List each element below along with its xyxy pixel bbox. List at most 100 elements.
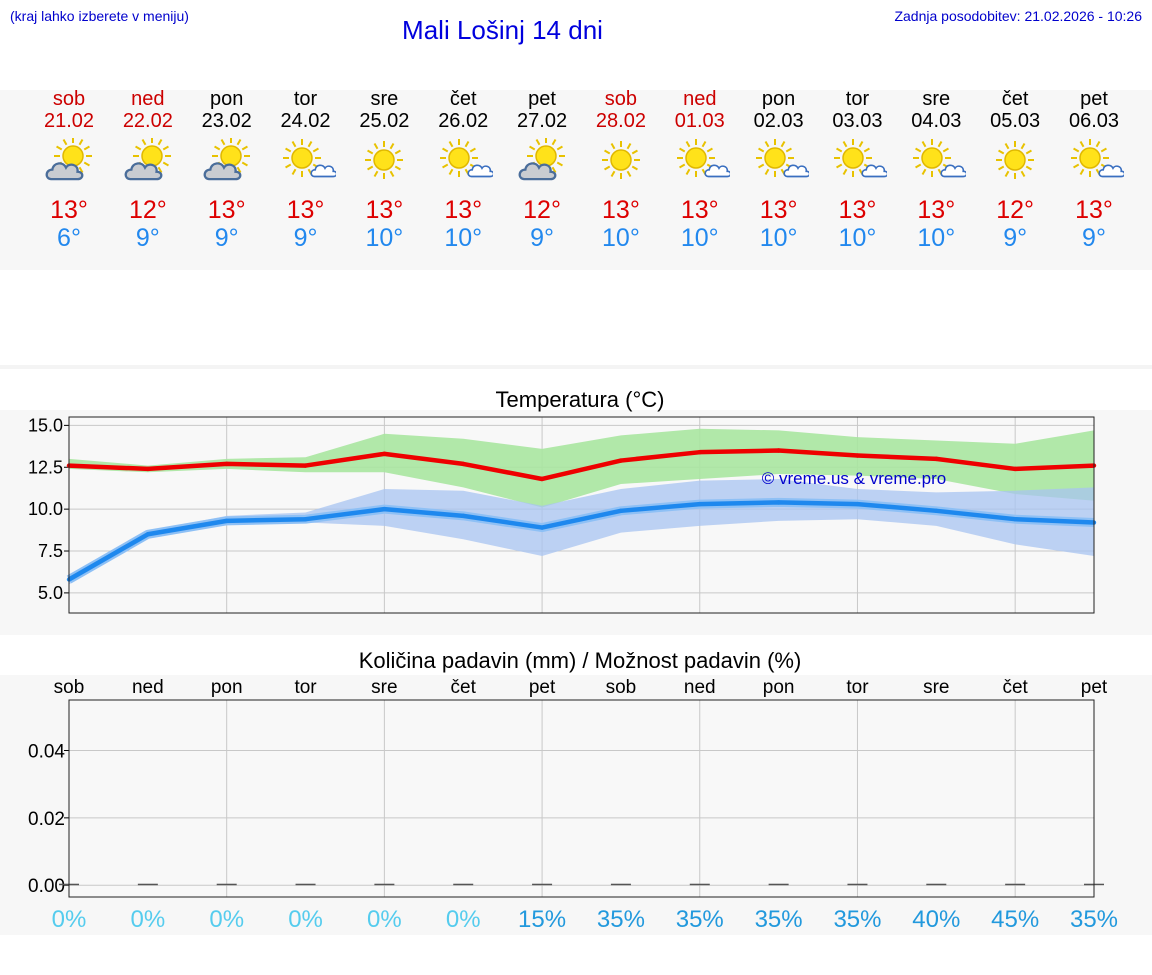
max-series-line [68,448,1095,482]
precip-chart-title: Količina padavin (mm) / Možnost padavin … [358,648,802,673]
y-tick-label: 15.0 [28,415,63,435]
day-axis-label: sre [923,677,949,698]
y-tick-label: 0.02 [28,809,65,830]
max-temp: 13° [444,196,483,224]
max-point [461,461,466,467]
precip-chance-label: 0% [52,906,87,933]
y-tick-label: 10.0 [28,499,63,519]
day-name: pon [210,88,244,110]
mostly-sunny-icon [1064,138,1126,184]
min-temp: 10° [365,224,404,252]
day-axis-label: tor [294,677,317,698]
min-series-line [67,500,1095,582]
max-temp: 13° [50,196,88,224]
y-tick-label: 0.04 [28,742,65,763]
last-updated: Zadnja posodobitev: 21.02.2026 - 10:26 [894,8,1142,24]
sunny-icon [354,138,414,184]
precip-bar [532,883,553,886]
precip-bar [689,883,710,886]
min-point [934,508,939,514]
min-temp: 10° [759,224,798,252]
day-axis-label: sob [606,677,637,698]
max-temp: 13° [207,196,246,224]
min-point [855,501,860,507]
precip-chance-label: 35% [833,906,881,933]
max-temp: 13° [680,196,719,224]
day-axis-label: čet [451,677,477,698]
min-temp: 9° [214,224,239,252]
min-point [303,516,308,522]
day-date: 01.03 [674,110,725,132]
min-temp: 9° [1082,224,1106,252]
mostly-sunny-icon [433,138,495,184]
day-axis-label: sre [371,677,397,698]
day-forecast: sob 28.02 13° 10° [576,88,666,252]
forecast-band [0,90,1152,270]
max-temp: 13° [602,196,640,224]
y-tick-label: 7.5 [38,541,63,561]
day-date: 22.02 [122,110,173,132]
precip-chance-label: 0% [131,906,166,933]
day-name: ned [683,88,717,110]
precip-chance-label: 35% [755,906,803,933]
precip-bar [926,883,947,886]
day-forecast: sob 21.02 13° 6° [24,88,114,252]
min-point [697,501,702,507]
precip-bar [295,883,316,886]
min-temp: 9° [530,224,555,252]
precip-chance-label: 0% [209,906,244,933]
day-forecast: pon 23.02 13° 9° [182,88,272,252]
day-axis-label: pet [529,677,556,698]
min-temp: 9° [293,224,318,252]
day-forecast: sre 25.02 13° 10° [339,88,429,252]
precip-chance-label: 35% [1070,906,1118,933]
day-name: ned [131,88,165,110]
min-point [461,513,466,519]
max-temp: 13° [838,196,877,224]
min-temp: 10° [680,224,719,252]
max-temp: 12° [523,196,561,224]
day-name: pon [761,88,796,110]
day-name: sre [370,88,399,110]
precip-bar [216,883,237,886]
min-point [145,532,151,537]
day-date: 26.02 [438,110,489,132]
partly-cloudy-icon [512,137,572,184]
min-temp: 6° [57,224,81,252]
day-axis-label: pet [1081,677,1108,698]
day-forecast: pet 27.02 12° 9° [497,88,587,252]
y-tick-label: 12.5 [28,457,63,477]
precip-chance-label: 0% [367,906,402,933]
day-name: čet [449,88,477,110]
max-temp: 13° [759,196,798,224]
y-tick-label: 5.0 [38,583,63,603]
plot-frame [68,416,1095,614]
mostly-sunny-icon [906,138,968,184]
precip-chance-label: 45% [991,906,1039,933]
day-name: pet [1080,88,1108,110]
day-date: 04.03 [911,110,962,132]
max-point [697,449,702,455]
precip-bar [610,883,631,886]
precip-chance-label: 35% [676,906,724,933]
min-point [539,525,545,530]
min-point [776,500,781,505]
precip-chance-label: 15% [518,906,566,933]
max-point [855,453,860,458]
precip-bar [768,883,789,886]
temperature-chart: 5.0 7.5 10.0 12.5 15.0 © vreme.us & vreme.pro [28,415,1097,614]
min-temp: 10° [444,224,483,252]
day-name: sre [922,88,951,110]
day-date: 27.02 [517,110,568,132]
day-name: čet [1001,88,1029,110]
max-temp: 13° [365,196,404,224]
day-date: 24.02 [280,110,331,132]
min-point [1012,516,1018,522]
day-name: sob [604,88,638,110]
precip-bar [847,883,868,886]
sunny-icon [985,138,1045,184]
min-temp: 10° [838,224,877,252]
day-date: 28.02 [595,110,646,132]
precip-bar [137,883,158,886]
